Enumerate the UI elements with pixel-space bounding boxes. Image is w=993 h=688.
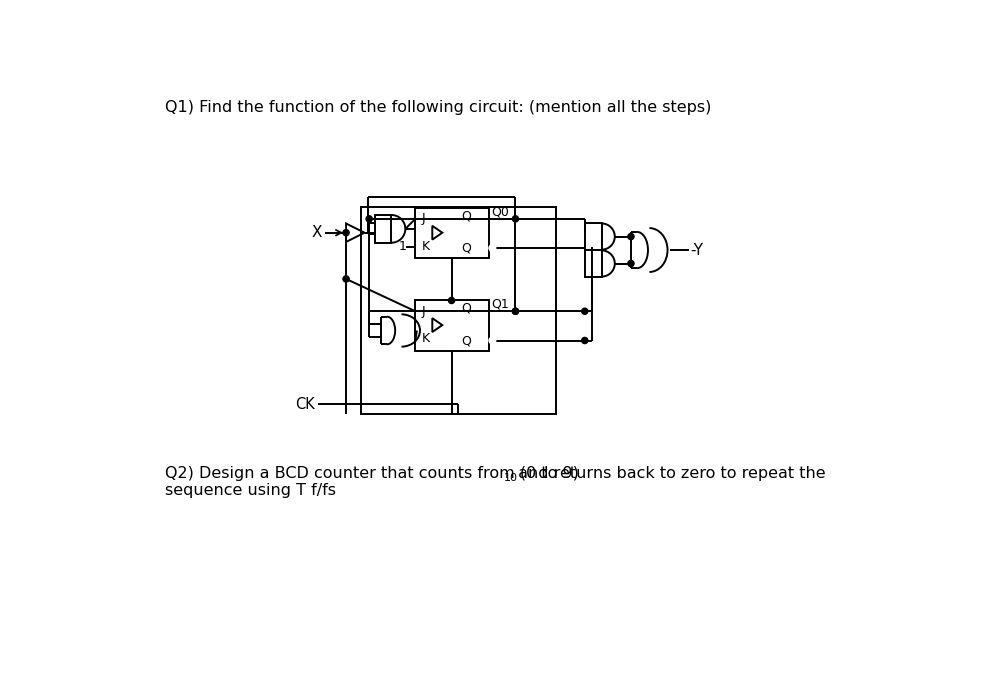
Text: and returns back to zero to repeat the: and returns back to zero to repeat the	[513, 466, 826, 481]
Circle shape	[366, 216, 372, 222]
Bar	[415, 208, 489, 258]
Text: Q1) Find the function of the following circuit: (mention all the steps): Q1) Find the function of the following c…	[165, 100, 711, 115]
Bar	[585, 250, 602, 277]
Circle shape	[628, 233, 635, 239]
Circle shape	[582, 308, 588, 314]
Text: -Y: -Y	[691, 243, 704, 257]
Bar	[361, 207, 556, 413]
Bar	[585, 224, 602, 250]
Text: X: X	[312, 225, 322, 240]
Circle shape	[490, 245, 496, 251]
Circle shape	[490, 337, 496, 343]
Text: Q1: Q1	[491, 298, 508, 311]
Text: K: K	[421, 332, 430, 345]
Text: J: J	[421, 213, 425, 226]
Text: Q: Q	[462, 241, 472, 255]
Bar	[374, 215, 391, 243]
Bar	[415, 301, 489, 350]
Text: Q0: Q0	[491, 206, 508, 218]
Text: K: K	[421, 240, 430, 253]
Text: CK: CK	[296, 397, 315, 412]
Text: Q2) Design a BCD counter that counts from (0 to 9): Q2) Design a BCD counter that counts fro…	[165, 466, 579, 481]
Circle shape	[512, 308, 518, 314]
Circle shape	[449, 297, 455, 303]
Text: Q: Q	[462, 334, 472, 347]
Circle shape	[343, 276, 350, 282]
Circle shape	[512, 308, 518, 314]
Circle shape	[628, 261, 635, 266]
Circle shape	[582, 337, 588, 343]
Text: 10: 10	[503, 473, 518, 484]
Text: Q: Q	[462, 209, 472, 222]
Circle shape	[512, 216, 518, 222]
Text: sequence using T f/fs: sequence using T f/fs	[165, 483, 336, 498]
Text: 1: 1	[398, 240, 406, 253]
Text: Q: Q	[462, 301, 472, 314]
Text: J: J	[421, 305, 425, 318]
Circle shape	[343, 230, 350, 236]
